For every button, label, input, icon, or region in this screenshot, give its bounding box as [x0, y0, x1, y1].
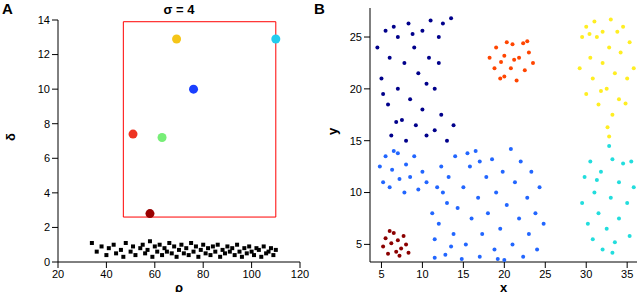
svg-text:4: 4	[44, 187, 50, 199]
svg-text:10: 10	[38, 83, 50, 95]
svg-text:20: 20	[52, 268, 64, 280]
svg-text:2: 2	[44, 221, 50, 233]
svg-text:25: 25	[350, 31, 362, 43]
svg-text:5: 5	[378, 268, 384, 280]
svg-text:5: 5	[356, 238, 362, 250]
svg-text:30: 30	[580, 268, 592, 280]
svg-text:100: 100	[242, 268, 260, 280]
svg-text:80: 80	[197, 268, 209, 280]
svg-text:6: 6	[44, 152, 50, 164]
svg-text:8: 8	[44, 118, 50, 130]
svg-text:x: x	[500, 280, 508, 292]
html-text:B: B	[314, 0, 325, 17]
svg-text:20: 20	[498, 268, 510, 280]
svg-text:14: 14	[38, 14, 50, 26]
svg-text:ρ: ρ	[175, 280, 183, 292]
svg-text:15: 15	[457, 268, 469, 280]
html-text:σ = 4: σ = 4	[163, 2, 195, 17]
html-text:A: A	[2, 0, 13, 17]
svg-text:y: y	[325, 127, 340, 135]
svg-text:35: 35	[621, 268, 632, 280]
svg-text:40: 40	[100, 268, 112, 280]
svg-text:12: 12	[38, 48, 50, 60]
svg-text:10: 10	[350, 186, 362, 198]
svg-text:60: 60	[149, 268, 161, 280]
svg-text:120: 120	[291, 268, 309, 280]
svg-text:25: 25	[539, 268, 551, 280]
svg-text:10: 10	[416, 268, 428, 280]
svg-text:15: 15	[350, 135, 362, 147]
svg-text:20: 20	[350, 83, 362, 95]
svg-text:δ: δ	[8, 133, 18, 141]
svg-text:0: 0	[44, 256, 50, 268]
